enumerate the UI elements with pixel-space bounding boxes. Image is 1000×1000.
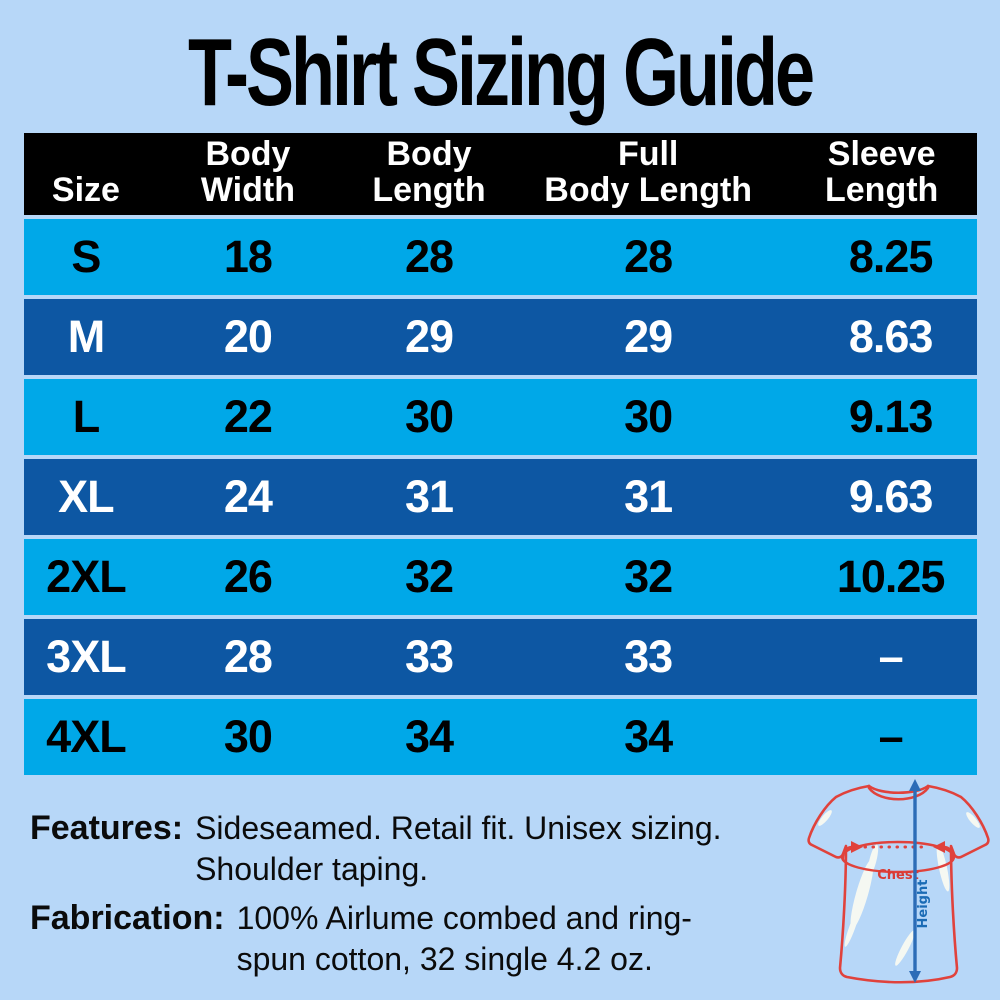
- header-cell-body-width: Body Width: [200, 134, 295, 209]
- fabric-highlights: [818, 810, 980, 966]
- table-row: L 22 30 30 9.13: [24, 379, 977, 455]
- cell-full-body-length: 30: [624, 391, 673, 442]
- cell-body-width: 24: [223, 471, 273, 522]
- chest-measure-icon: Chest: [840, 840, 956, 883]
- features-line-1: Sideseamed. Retail fit. Unisex sizing.: [195, 810, 722, 846]
- header-cell-body-length: Body Length: [372, 134, 486, 209]
- fabrication-text: 100% Airlume combed and ring- spun cotto…: [237, 898, 692, 979]
- cell-size: L: [72, 391, 100, 442]
- cell-full-body-length: 34: [624, 711, 673, 762]
- cell-sleeve-length: 10.25: [836, 551, 946, 602]
- page-title: T-Shirt Sizing Guide: [188, 19, 815, 126]
- tshirt-outline-icon: [807, 784, 990, 984]
- cell-body-length: 30: [404, 391, 454, 442]
- cell-body-length: 33: [404, 631, 454, 682]
- cell-body-width: 26: [223, 551, 273, 602]
- features-note: Features: Sideseamed. Retail fit. Unisex…: [30, 808, 830, 889]
- cell-body-length: 31: [404, 471, 454, 522]
- cell-full-body-length: 32: [624, 551, 673, 602]
- height-arrow-icon: Height: [909, 779, 931, 983]
- notes-section: Features: Sideseamed. Retail fit. Unisex…: [30, 808, 830, 980]
- cell-full-body-length: 33: [624, 631, 673, 682]
- cell-body-width: 18: [223, 231, 273, 282]
- size-table: Size Body Width Body Length Full Body Length Sl…: [24, 133, 977, 775]
- cell-size: M: [67, 311, 105, 362]
- cell-sleeve-length: 8.63: [848, 311, 934, 362]
- cell-full-body-length: 28: [624, 231, 673, 282]
- cell-size: 3XL: [46, 631, 127, 682]
- table-header: Size Body Width Body Length Full Body Length Sl…: [24, 133, 977, 215]
- header-cell-size: Size: [51, 170, 120, 209]
- cell-body-length: 32: [404, 551, 454, 602]
- header-cell-full-body-length: Full Body Length: [544, 134, 753, 209]
- tshirt-diagram: Chest Height: [807, 779, 990, 984]
- cell-body-length: 28: [404, 231, 454, 282]
- cell-size: S: [71, 231, 101, 282]
- table-body: S 18 28 28 8.25 M 20 29 29 8.63 L 22 30 30 9.13 XL 24 31 3…: [24, 219, 977, 775]
- fabrication-line-1: 100% Airlume combed and ring-: [236, 900, 692, 937]
- cell-sleeve-length: –: [878, 631, 904, 682]
- cell-full-body-length: 31: [624, 471, 673, 522]
- table-row: M 20 29 29 8.63: [24, 299, 977, 375]
- header-cell-sleeve-length: Sleeve Length: [825, 134, 939, 209]
- cell-body-length: 34: [404, 711, 454, 762]
- table-row: 3XL 28 33 33 –: [24, 619, 977, 695]
- features-text: Sideseamed. Retail fit. Unisex sizing. S…: [195, 808, 721, 889]
- height-label: Height: [916, 880, 931, 929]
- table-row: XL 24 31 31 9.63: [24, 459, 977, 535]
- cell-body-width: 22: [223, 391, 273, 442]
- table-row: S 18 28 28 8.25: [24, 219, 977, 295]
- features-label: Features:: [30, 809, 184, 847]
- chest-label: Chest: [877, 868, 919, 883]
- cell-body-width: 30: [223, 711, 273, 762]
- cell-body-width: 28: [223, 631, 273, 682]
- cell-body-length: 29: [404, 311, 454, 362]
- cell-body-width: 20: [223, 311, 273, 362]
- cell-size: 4XL: [46, 711, 127, 762]
- table-row: 2XL 26 32 32 10.25: [24, 539, 977, 615]
- cell-sleeve-length: 8.25: [848, 231, 934, 282]
- cell-sleeve-length: 9.63: [848, 471, 934, 522]
- cell-size: 2XL: [46, 551, 127, 602]
- features-line-2: Shoulder taping.: [195, 850, 429, 887]
- cell-full-body-length: 29: [624, 311, 673, 362]
- fabrication-note: Fabrication: 100% Airlume combed and rin…: [30, 898, 830, 979]
- cell-sleeve-length: 9.13: [848, 391, 934, 442]
- cell-sleeve-length: –: [878, 711, 904, 762]
- table-row: 4XL 30 34 34 –: [24, 699, 977, 775]
- fabrication-label: Fabrication:: [30, 899, 225, 938]
- cell-size: XL: [58, 471, 115, 522]
- fabrication-line-2: spun cotton, 32 single 4.2 oz.: [236, 940, 653, 977]
